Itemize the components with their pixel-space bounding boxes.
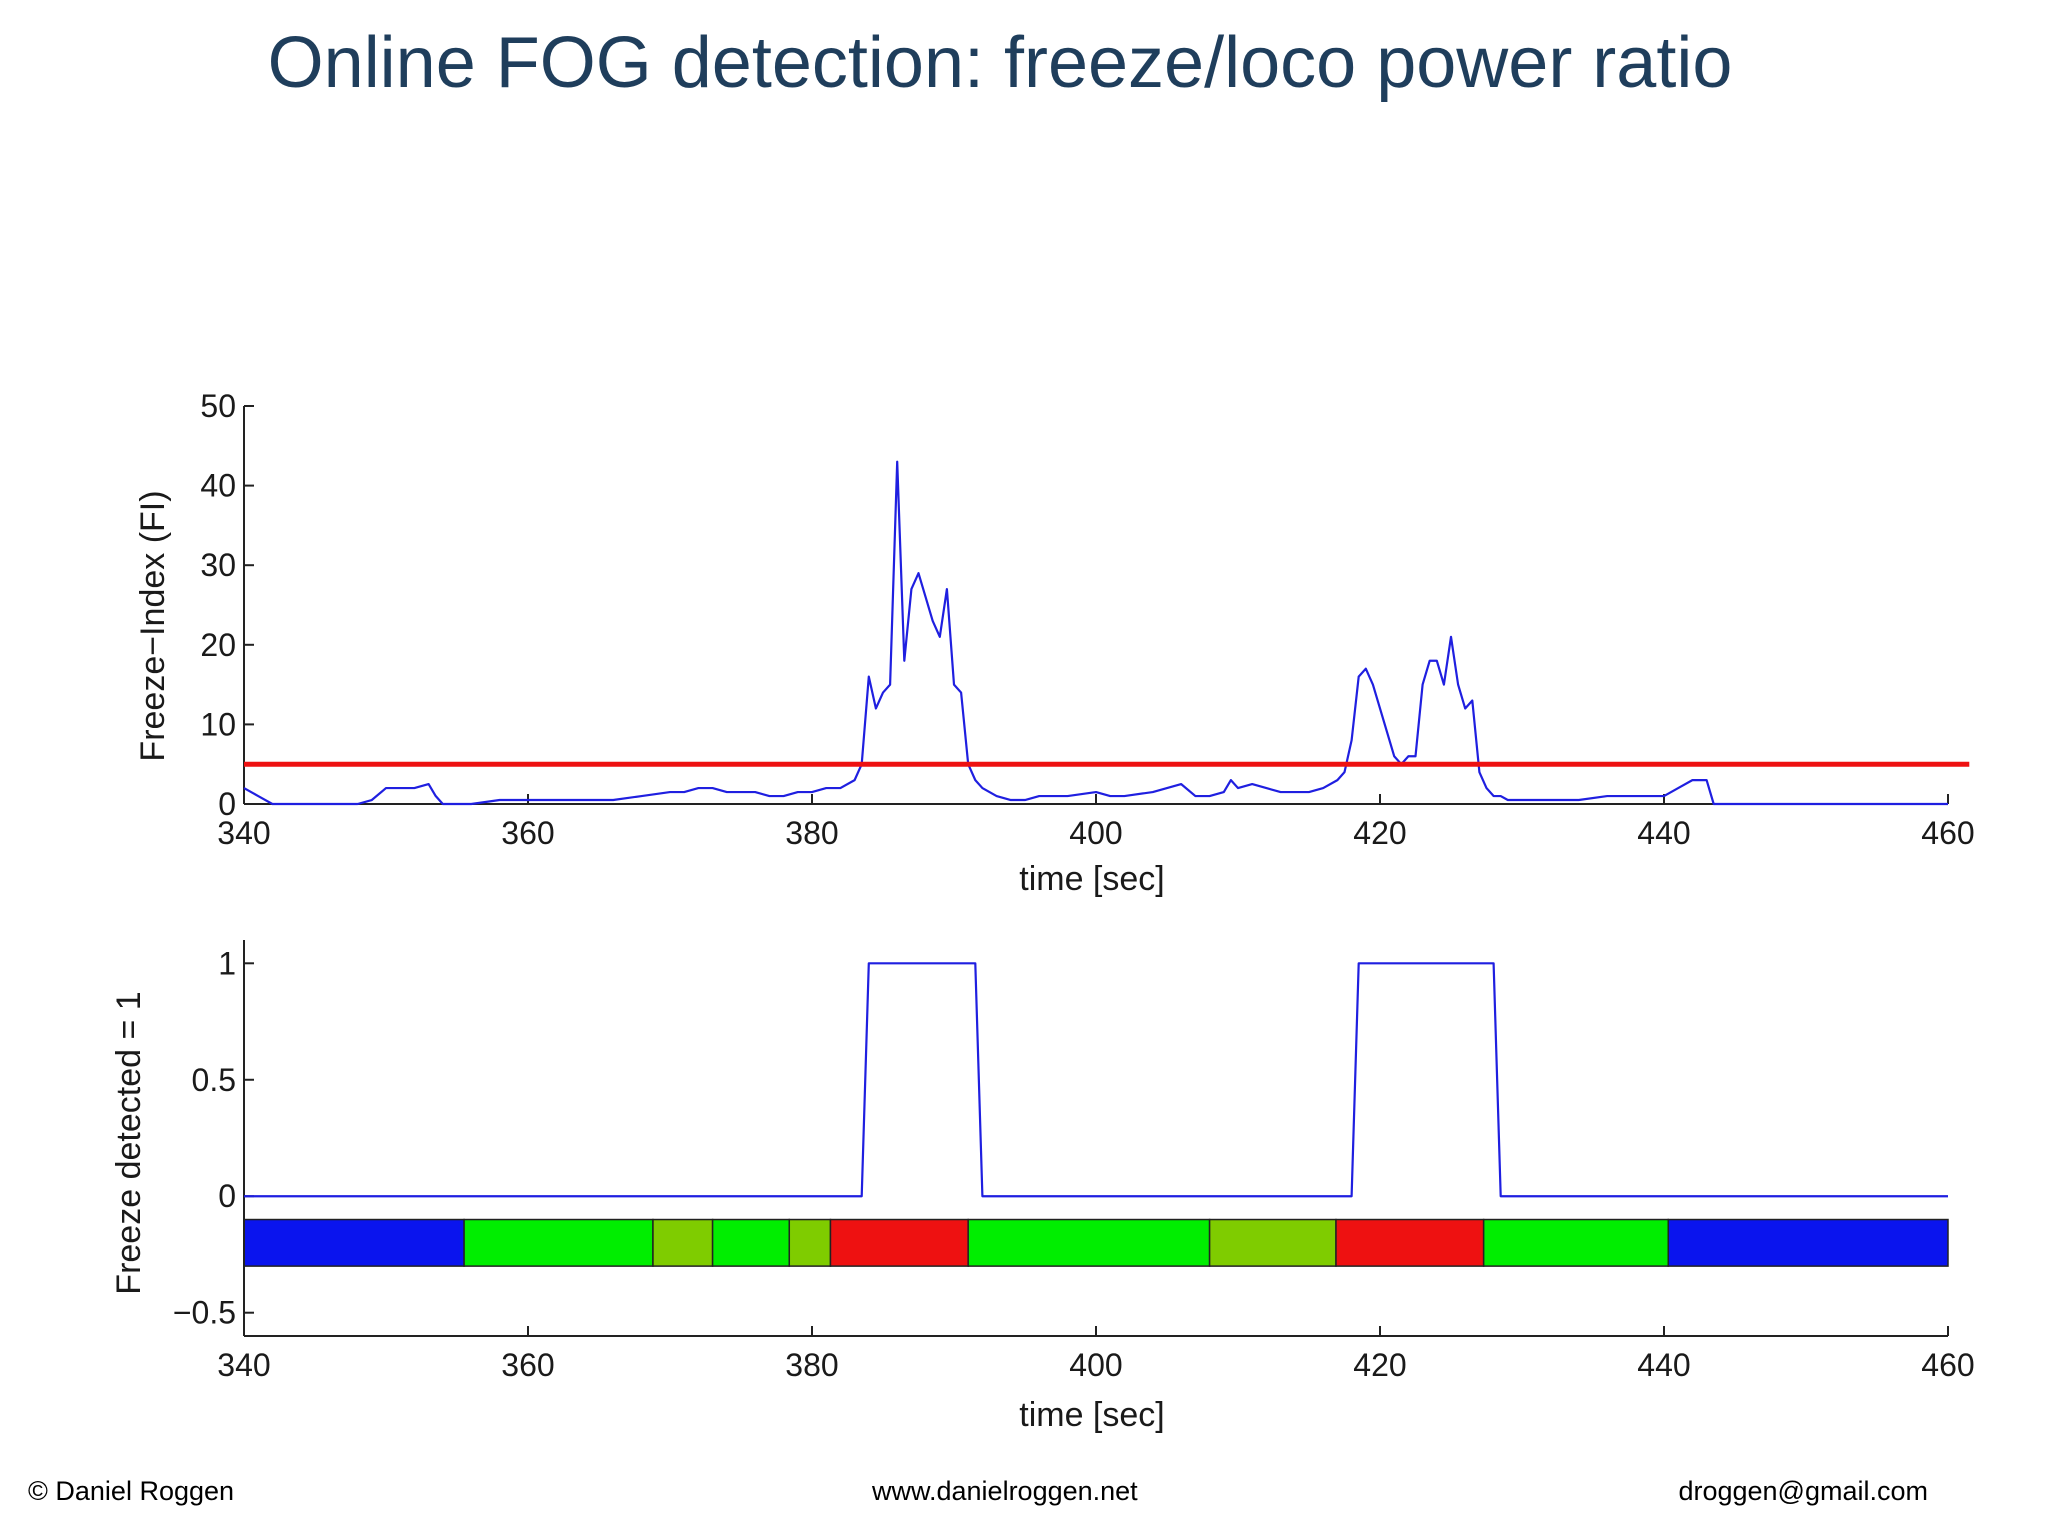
chart1-xtick-label-400: 400 xyxy=(1069,815,1122,851)
chart2-ylabel: Freeze detected = 1 xyxy=(110,991,148,1294)
chart-freeze-index: Freeze−Index (FI) time [sec] 340 360 380 40… xyxy=(134,388,1975,898)
chart1-ytick-label-4: 40 xyxy=(200,468,236,504)
chart-freeze-detected: Freeze detected = 1 time [sec] 340 360 380… xyxy=(110,940,1975,1434)
chart2-band-6 xyxy=(967,1218,1211,1267)
chart2-band-2 xyxy=(652,1218,714,1267)
chart2-band-0 xyxy=(243,1218,465,1267)
chart2-band-1 xyxy=(463,1218,654,1267)
footer-copyright: © Daniel Roggen xyxy=(28,1476,235,1506)
chart2-band-4 xyxy=(788,1218,832,1267)
chart1-xtick-label-380: 380 xyxy=(785,815,838,851)
chart1-xtick-label-360: 360 xyxy=(501,815,554,851)
chart2-ytick-label-3: 1 xyxy=(218,945,236,981)
chart1-xtick-label-460: 460 xyxy=(1921,815,1974,851)
chart1-ylabel: Freeze−Index (FI) xyxy=(134,490,172,761)
footer-email: droggen@gmail.com xyxy=(1678,1476,1928,1506)
chart1-ytick-label-1: 10 xyxy=(200,706,236,742)
chart2-series-0 xyxy=(244,962,1948,1198)
chart1-xlabel: time [sec] xyxy=(1019,860,1164,898)
chart1-ytick-label-3: 30 xyxy=(200,547,236,583)
chart1-series-0 xyxy=(243,460,1948,806)
chart2-band-3 xyxy=(711,1218,791,1267)
chart2-band-7 xyxy=(1208,1218,1337,1267)
chart2-ytick-label-0: −0.5 xyxy=(173,1295,236,1331)
chart2-xtick-label-420: 420 xyxy=(1353,1347,1406,1383)
chart1-xtick-label-440: 440 xyxy=(1637,815,1690,851)
chart2-band-10 xyxy=(1667,1218,1949,1267)
chart2-xtick-label-360: 360 xyxy=(501,1347,554,1383)
chart1-xtick-label-340: 340 xyxy=(217,815,270,851)
chart2-ytick-label-1: 0 xyxy=(218,1178,236,1214)
chart2-xtick-label-380: 380 xyxy=(785,1347,838,1383)
chart2-xtick-label-460: 460 xyxy=(1921,1347,1974,1383)
chart2-ytick-label-2: 0.5 xyxy=(192,1062,236,1098)
chart2-xtick-label-440: 440 xyxy=(1637,1347,1690,1383)
slide-title: Online FOG detection: freeze/loco power … xyxy=(267,23,1733,103)
chart2-band-5 xyxy=(829,1218,969,1267)
chart2-xtick-label-340: 340 xyxy=(217,1347,270,1383)
chart1-xtick-label-420: 420 xyxy=(1353,815,1406,851)
footer-website: www.danielroggen.net xyxy=(872,1476,1138,1506)
chart2-band-8 xyxy=(1335,1218,1485,1267)
chart1-ytick-label-2: 20 xyxy=(200,627,236,663)
chart2-xlabel: time [sec] xyxy=(1019,1396,1164,1434)
chart2-band-9 xyxy=(1482,1218,1670,1267)
chart1-ytick-label-5: 50 xyxy=(200,388,236,424)
chart2-xtick-label-400: 400 xyxy=(1069,1347,1122,1383)
chart1-ytick-label-0: 0 xyxy=(218,786,236,822)
